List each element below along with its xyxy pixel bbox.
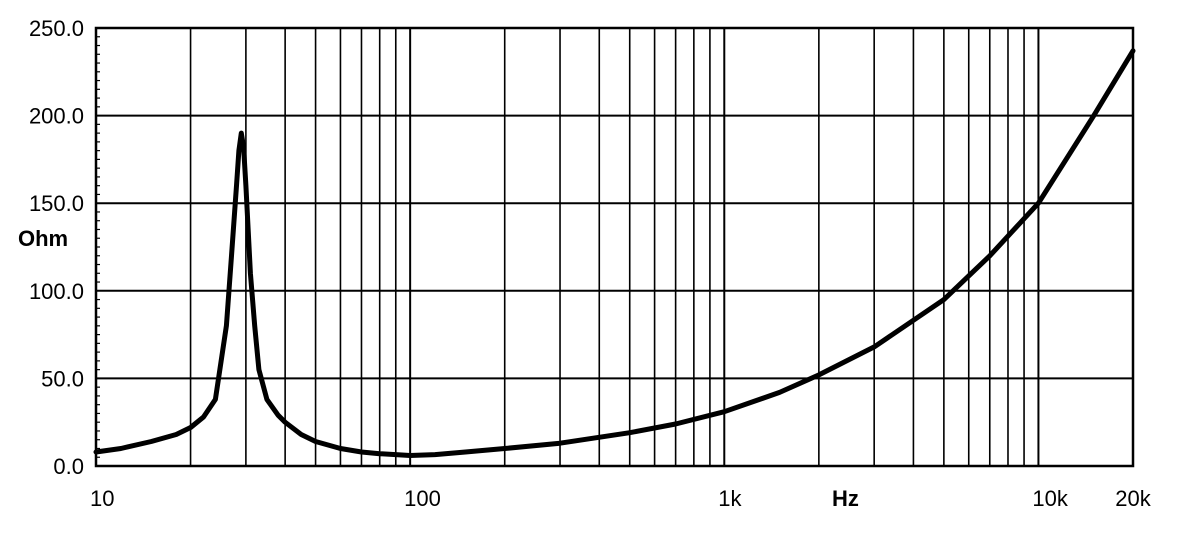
x-tick-label: 1k [718, 486, 742, 511]
y-tick-label: 0.0 [53, 454, 84, 479]
x-tick-label: 100 [404, 486, 441, 511]
y-tick-labels: 0.0 50.0 100.0 150.0 200.0 250.0 [29, 16, 84, 479]
y-minor-ticks [96, 27, 104, 467]
series-layer [93, 48, 1136, 458]
y-tick-label: 150.0 [29, 191, 84, 216]
y-tick-label: 200.0 [29, 104, 84, 129]
y-tick-label: 250.0 [29, 16, 84, 41]
y-tick-label: 50.0 [41, 366, 84, 391]
grid-layer [96, 28, 1133, 466]
y-tick-label: 100.0 [29, 279, 84, 304]
x-tick-label: 10k [1032, 486, 1068, 511]
x-tick-labels: 10 100 1k 10k 20k [90, 486, 1152, 511]
x-tick-label: 10 [90, 486, 114, 511]
x-axis-title: Hz [832, 486, 859, 511]
impedance-curve [93, 48, 1136, 458]
x-tick-label: 20k [1115, 486, 1151, 511]
y-axis-title: Ohm [18, 226, 68, 251]
